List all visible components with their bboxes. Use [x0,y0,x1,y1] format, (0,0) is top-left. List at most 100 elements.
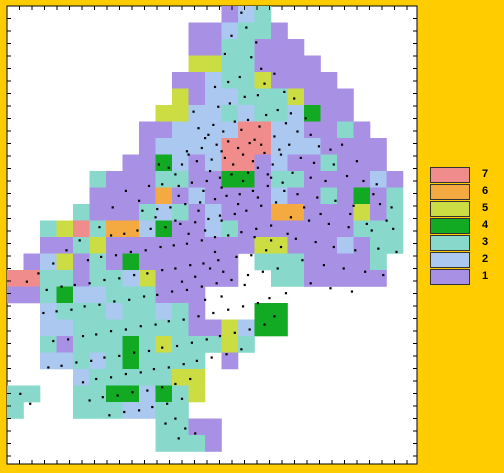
legend-swatch [430,235,470,251]
heatmap-cell [188,204,206,221]
heatmap-cell [238,138,255,155]
data-point [265,249,268,252]
heatmap-cell [172,418,189,436]
data-point [228,102,231,105]
heatmap-cell [172,319,189,337]
legend-swatch [430,201,470,217]
data-point [147,184,151,188]
heatmap-cell [304,55,321,73]
data-point [100,255,103,258]
heatmap-cell [254,187,272,205]
heatmap-cell [271,220,288,238]
heatmap-cell [353,121,371,139]
data-point [260,143,263,146]
data-point [256,196,259,199]
heatmap-cell [205,39,222,56]
data-point [67,338,70,341]
heatmap-cell [188,39,206,56]
data-point [202,262,205,265]
heatmap-cell [320,204,338,221]
heatmap-cell [40,237,57,254]
heatmap-cell [89,171,107,188]
heatmap-cell [370,204,387,221]
data-point [274,201,278,204]
heatmap-cell [139,319,156,337]
heatmap-cell [155,435,173,452]
data-point [273,315,276,318]
heatmap-cell [56,270,74,287]
data-point [103,356,106,359]
data-point [240,128,243,131]
data-point [266,173,269,176]
data-point [289,112,292,115]
heatmap-cell [155,171,173,188]
data-point [260,67,263,70]
data-point [309,176,312,179]
data-point [215,282,218,285]
heatmap-cell [172,303,189,320]
heatmap-cell [188,72,206,89]
heatmap-cell [238,319,255,337]
heatmap-cell [304,105,321,122]
data-point [233,212,236,216]
heatmap-cell [106,253,123,271]
heatmap-cell [271,55,288,73]
heatmap-cell [221,237,239,254]
data-point [322,264,325,267]
data-point [195,160,198,163]
heatmap-cell [73,220,90,238]
heatmap-cell [254,22,272,40]
data-point [334,199,337,202]
data-point [314,240,317,244]
heatmap-cell [89,237,107,254]
data-point [248,141,251,145]
data-point [88,282,91,285]
legend-label: 3 [482,236,489,248]
heatmap-cell [221,187,239,205]
data-point [286,232,289,235]
data-point [197,209,200,212]
heatmap-cell [254,319,272,337]
heatmap-cell [238,55,255,73]
heatmap-cell [40,352,57,370]
heatmap-cell [254,237,272,254]
heatmap-cell [155,204,173,221]
heatmap-cell [73,402,90,419]
heatmap-cell [172,286,189,304]
heatmap-cell [320,237,338,254]
data-point [200,285,203,288]
legend-entry: 2 [430,252,502,269]
data-point [95,377,98,381]
data-point [289,216,292,219]
heatmap-cell [370,220,387,238]
data-point [281,181,284,184]
data-point [169,206,172,209]
heatmap-cell [304,187,321,205]
heatmap-cell [155,105,173,122]
data-point [75,361,78,364]
data-point [194,221,197,224]
data-point [283,189,286,192]
heatmap-cell [205,72,222,89]
heatmap-cell [188,55,206,73]
data-point [279,245,283,249]
data-point [174,267,177,270]
heatmap-cell [254,121,272,139]
data-point [233,120,236,123]
data-point [241,305,245,308]
data-point [213,250,217,254]
legend-label: 7 [482,168,489,180]
heatmap-cell [238,88,255,106]
data-point [180,397,184,400]
heatmap-cell [320,138,338,155]
heatmap-cell [271,138,288,155]
heatmap-cell [172,187,189,205]
heatmap-cell [320,187,338,205]
heatmap-cell [304,220,321,238]
heatmap-cell [106,237,123,254]
heatmap-cell [254,204,272,221]
data-point [245,209,248,212]
data-point [212,311,215,315]
heatmap-cell [73,303,90,320]
data-point [296,130,299,133]
